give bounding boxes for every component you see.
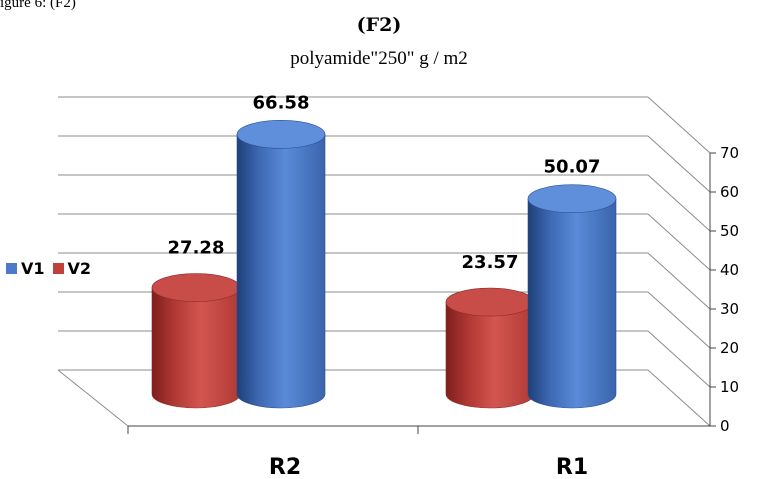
data-label-v2-r2: 27.28 (168, 238, 225, 259)
bar-v2-r2 (151, 273, 241, 409)
gridline-side (647, 291, 711, 349)
bar-body (236, 134, 326, 409)
bar-v2-r1 (445, 287, 535, 409)
y-tick-label: 70 (720, 144, 739, 162)
y-tick-label: 0 (720, 417, 730, 435)
gridline-side (647, 369, 711, 427)
legend: V1 V2 (6, 259, 99, 278)
bar-top (236, 120, 326, 149)
legend-item-v1: V1 (6, 259, 45, 278)
bar-top (527, 184, 617, 214)
legend-swatch-v1 (6, 263, 17, 274)
bar-v1-r2 (236, 120, 326, 409)
category-label-r2: R2 (269, 455, 301, 479)
data-label-v1-r2: 66.58 (253, 92, 310, 113)
bar-body (445, 301, 535, 409)
gridline-side (647, 174, 711, 232)
bar-top (445, 287, 535, 317)
gridline-side (647, 330, 711, 388)
y-tick-label: 50 (720, 222, 739, 240)
floor-left-edge (57, 369, 129, 427)
legend-swatch-v2 (52, 263, 64, 274)
gridline-side (647, 135, 711, 193)
y-tick-label: 60 (720, 183, 739, 201)
legend-item-v2: V2 (52, 259, 92, 278)
gridline-side (647, 252, 711, 310)
bar-body (151, 287, 241, 409)
gridline-side (647, 213, 711, 271)
figure-caption: igure 6: (F2) (0, 0, 76, 11)
y-tick-label: 10 (720, 378, 739, 396)
data-label-v1-r1: 50.07 (544, 157, 601, 178)
chart-subtitle: polyamide"250" g / m2 (290, 48, 468, 69)
bar-top (151, 273, 241, 302)
legend-label-v1: V1 (21, 259, 45, 278)
y-tick-label: 40 (720, 261, 739, 279)
legend-label-v2: V2 (67, 259, 92, 278)
bar-body (527, 198, 617, 409)
category-label-r1: R1 (556, 455, 588, 479)
y-tick-label: 30 (720, 300, 739, 318)
data-label-v2-r1: 23.57 (462, 252, 519, 273)
gridline-side (647, 96, 711, 154)
bar-v1-r1 (527, 184, 617, 409)
y-tick-label: 20 (720, 339, 739, 357)
chart-title: (F2) (356, 14, 402, 36)
